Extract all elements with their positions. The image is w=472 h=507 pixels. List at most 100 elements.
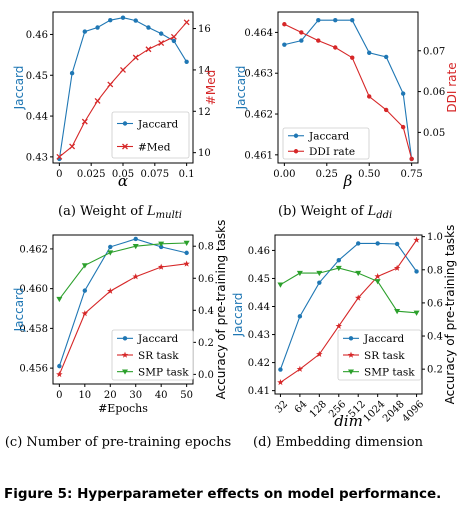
legend-label: Jaccard bbox=[137, 118, 179, 130]
data-point bbox=[158, 241, 165, 247]
data-point bbox=[350, 17, 355, 23]
data-point bbox=[183, 19, 190, 26]
y-left-axis-label: Jaccard bbox=[12, 288, 26, 333]
x-tick-label: 20 bbox=[104, 390, 117, 401]
legend-label: SMP task bbox=[138, 366, 189, 378]
legend-label: SR task bbox=[138, 350, 179, 362]
y-right-tick-label: 0.06 bbox=[423, 87, 445, 98]
data-point bbox=[146, 25, 151, 30]
figure-caption: Figure 5: Hyperparameter effects on mode… bbox=[4, 486, 441, 502]
data-point bbox=[316, 350, 323, 357]
data-point bbox=[107, 287, 114, 294]
data-point bbox=[335, 265, 342, 272]
data-point bbox=[157, 263, 165, 270]
series-line-jaccard bbox=[279, 242, 418, 370]
data-point bbox=[336, 258, 341, 263]
data-point bbox=[56, 370, 63, 378]
legend-box bbox=[337, 329, 422, 381]
x-tick-label: 64 bbox=[293, 399, 310, 416]
data-point bbox=[81, 310, 89, 317]
data-point bbox=[297, 314, 303, 319]
data-point bbox=[69, 143, 76, 150]
x-tick-label: 0 bbox=[56, 390, 62, 401]
panel-caption: (d) Embedding dimension bbox=[253, 435, 424, 450]
y-left-tick-label: 0.41 bbox=[248, 386, 270, 397]
y-right-tick-label: 0.8 bbox=[427, 265, 443, 276]
data-point bbox=[82, 288, 88, 293]
data-point bbox=[158, 244, 164, 250]
legend-marker bbox=[348, 336, 354, 341]
data-point bbox=[317, 280, 322, 285]
x-tick-label: 0.50 bbox=[358, 169, 380, 180]
legend-label: Jaccard bbox=[308, 131, 350, 143]
data-point bbox=[400, 124, 406, 130]
data-point bbox=[56, 296, 63, 303]
x-tick-label: 2048 bbox=[381, 399, 407, 425]
data-point bbox=[107, 81, 114, 88]
legend-marker bbox=[122, 336, 128, 341]
y-right-tick-label: 0.2 bbox=[198, 338, 214, 349]
data-point bbox=[282, 42, 287, 47]
y-left-tick-label: 0.456 bbox=[19, 364, 48, 375]
x-tick-label: 0.25 bbox=[316, 169, 338, 180]
data-point bbox=[278, 367, 283, 372]
data-point bbox=[183, 260, 190, 267]
y-right-tick-label: 0.4 bbox=[198, 306, 214, 317]
y-left-axis-label: Jaccard bbox=[12, 66, 26, 111]
panel-caption: (a) Weight of Lmulti bbox=[58, 204, 182, 221]
y-left-tick-label: 0.46 bbox=[248, 246, 270, 257]
data-point bbox=[375, 241, 380, 246]
plot-frame bbox=[277, 11, 419, 164]
data-point bbox=[158, 40, 165, 46]
data-point bbox=[277, 379, 284, 386]
data-point bbox=[383, 54, 389, 60]
panel-caption: (b) Weight of Lddi bbox=[278, 204, 392, 221]
data-point bbox=[354, 294, 362, 301]
series-line-smp-task bbox=[58, 242, 187, 300]
data-point bbox=[132, 273, 139, 280]
y-right-tick-label: 14 bbox=[198, 65, 211, 76]
data-point bbox=[184, 250, 189, 256]
x-tick-label: 0.75 bbox=[401, 169, 423, 180]
y-right-axis-label: Accuracy of pre-training tasks bbox=[443, 225, 457, 405]
y-left-tick-label: 0.463 bbox=[244, 69, 273, 80]
y-left-tick-label: 0.43 bbox=[248, 330, 270, 341]
data-point bbox=[107, 250, 114, 256]
data-point bbox=[133, 18, 138, 23]
data-point bbox=[81, 263, 88, 269]
y-right-tick-label: 1.0 bbox=[427, 232, 443, 243]
y-right-axis-label: Accuracy of pre-training tasks bbox=[214, 220, 228, 400]
data-point bbox=[356, 241, 361, 246]
data-point bbox=[316, 38, 321, 43]
data-point bbox=[82, 29, 88, 34]
data-point bbox=[413, 310, 420, 316]
x-tick-label: 40 bbox=[155, 390, 168, 401]
legend-marker bbox=[122, 369, 128, 375]
data-point bbox=[414, 269, 419, 274]
chart-panel-c: 0 10 20 30 40 50 0.456 0.458 0.460 0.462 0.0 0.2 0.4… bbox=[5, 220, 231, 450]
x-tick-label: 30 bbox=[129, 390, 142, 401]
data-point bbox=[400, 91, 406, 96]
data-point bbox=[282, 22, 287, 27]
data-point bbox=[158, 31, 164, 36]
y-right-axis-label: #Med bbox=[204, 70, 218, 105]
data-point bbox=[333, 17, 338, 23]
data-point bbox=[94, 97, 101, 104]
y-right-tick-label: 0.6 bbox=[198, 274, 214, 285]
data-point bbox=[383, 107, 389, 113]
chart-panel-a: 0 0.025 0.05 0.075 0.1 0.43 0.44 0.45 0.46 10 12 14… bbox=[12, 11, 218, 221]
y-left-tick-label: 0.458 bbox=[19, 324, 48, 335]
series-line-sr-task bbox=[58, 263, 187, 375]
y-left-axis-label: Jaccard bbox=[231, 293, 245, 338]
y-right-tick-label: 0.07 bbox=[423, 46, 445, 57]
y-left-axis-label: Jaccard bbox=[234, 66, 248, 111]
y-left-tick-label: 0.45 bbox=[26, 71, 48, 82]
legend-marker bbox=[348, 369, 354, 375]
data-point bbox=[277, 282, 284, 288]
y-right-tick-label: 12 bbox=[198, 107, 211, 118]
y-right-tick-label: 0.0 bbox=[198, 370, 214, 381]
data-point bbox=[394, 308, 401, 315]
y-left-tick-label: 0.460 bbox=[19, 284, 48, 295]
y-right-tick-label: 10 bbox=[198, 148, 211, 159]
data-point bbox=[316, 17, 321, 23]
